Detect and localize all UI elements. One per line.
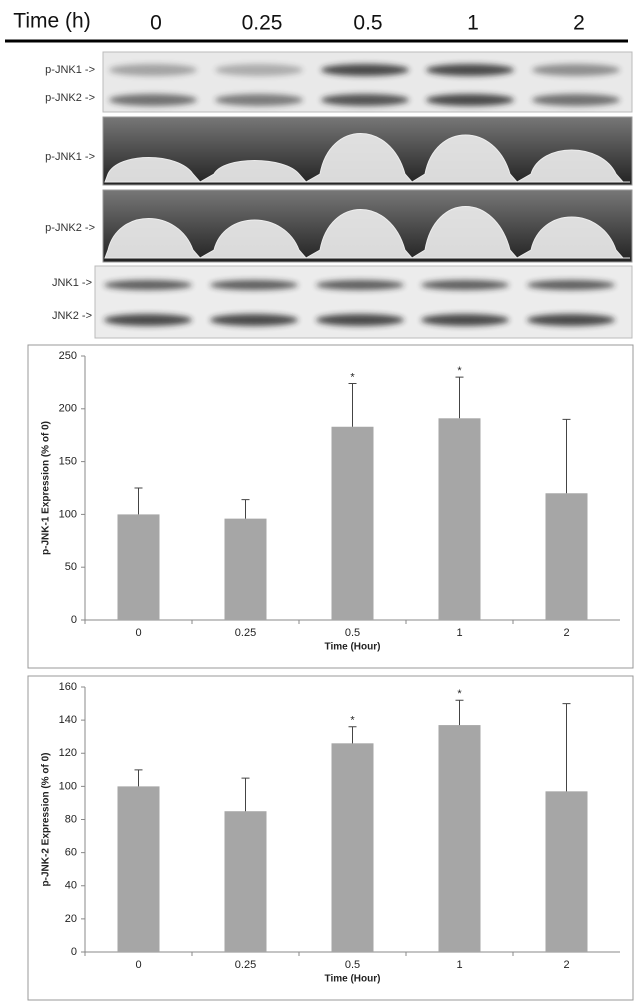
y-tick-label: 120 [59, 747, 77, 759]
y-tick-label: 100 [59, 508, 77, 520]
error-bar [348, 726, 357, 744]
blot-label: p-JNK1 -> [45, 64, 95, 76]
error-bar [241, 499, 250, 519]
blot-label: p-JNK2 -> [45, 92, 95, 104]
x-tick-label: 1 [456, 627, 462, 639]
band [421, 280, 509, 290]
x-tick-label: 0.5 [345, 959, 360, 971]
band [532, 94, 620, 106]
bar [331, 743, 374, 952]
time-label: Time (h) [13, 10, 90, 33]
x-tick-label: 0.25 [235, 959, 256, 971]
blot-total [94, 265, 633, 339]
error-bar [348, 382, 357, 427]
chart-frame [27, 675, 634, 1001]
time-label: 0.5 [353, 12, 382, 35]
band [109, 94, 197, 106]
chart-frame [27, 344, 634, 669]
significance: * [457, 688, 462, 700]
band [527, 280, 615, 290]
x-tick-label: 0.25 [235, 627, 256, 639]
time-label: 0 [150, 12, 162, 35]
y-axis-label: p-JNK-1 Expression (% of 0) [41, 421, 52, 555]
y-tick-label: 160 [59, 681, 77, 693]
x-tick-label: 1 [456, 959, 462, 971]
bar [331, 426, 374, 620]
band [321, 64, 409, 76]
y-tick-label: 0 [71, 946, 77, 958]
band [109, 64, 197, 76]
blot-label: JNK2 -> [52, 310, 92, 322]
bar [438, 725, 481, 952]
error-bar [134, 487, 143, 515]
error-bar [562, 418, 571, 494]
band [104, 314, 192, 326]
bar [117, 514, 160, 620]
time-label: 1 [467, 12, 479, 35]
trace [104, 133, 630, 183]
y-tick-label: 0 [71, 614, 77, 626]
x-tick-label: 0 [135, 959, 141, 971]
band [527, 314, 615, 326]
bar [224, 518, 267, 620]
x-axis-label: Time (Hour) [325, 642, 381, 653]
bar [117, 786, 160, 952]
x-tick-label: 2 [563, 627, 569, 639]
band [321, 94, 409, 106]
band [104, 280, 192, 290]
blot-label: JNK1 -> [52, 277, 92, 289]
blot-label: p-JNK1 -> [45, 151, 95, 163]
significance: * [350, 371, 355, 383]
y-tick-label: 250 [59, 350, 77, 362]
band [215, 94, 303, 106]
error-bar [562, 703, 571, 792]
x-tick-label: 0 [135, 627, 141, 639]
bar [545, 493, 588, 620]
y-tick-label: 150 [59, 456, 77, 468]
band [210, 314, 298, 326]
bar [438, 418, 481, 620]
time-label: 0.25 [242, 12, 283, 35]
band [316, 280, 404, 290]
error-bar [455, 376, 464, 419]
time-label: 2 [573, 12, 585, 35]
y-tick-label: 60 [65, 847, 77, 859]
error-bar [455, 699, 464, 726]
error-bar [241, 777, 250, 812]
y-tick-label: 20 [65, 913, 77, 925]
band [210, 280, 298, 290]
bar [545, 791, 588, 952]
y-tick-label: 50 [65, 561, 77, 573]
x-axis-label: Time (Hour) [325, 974, 381, 985]
y-tick-label: 100 [59, 780, 77, 792]
y-tick-label: 200 [59, 403, 77, 415]
x-tick-label: 0.5 [345, 627, 360, 639]
error-bar [134, 769, 143, 787]
trace [104, 206, 630, 259]
band [421, 314, 509, 326]
band [426, 94, 514, 106]
significance: * [350, 715, 355, 727]
blot-label: p-JNK2 -> [45, 222, 95, 234]
y-tick-label: 80 [65, 813, 77, 825]
x-tick-label: 2 [563, 959, 569, 971]
band [532, 64, 620, 76]
y-tick-label: 140 [59, 714, 77, 726]
y-tick-label: 40 [65, 880, 77, 892]
significance: * [457, 365, 462, 377]
band [426, 64, 514, 76]
bar [224, 811, 267, 952]
band [316, 314, 404, 326]
band [215, 64, 303, 76]
y-axis-label: p-JNK-2 Expression (% of 0) [41, 753, 52, 887]
